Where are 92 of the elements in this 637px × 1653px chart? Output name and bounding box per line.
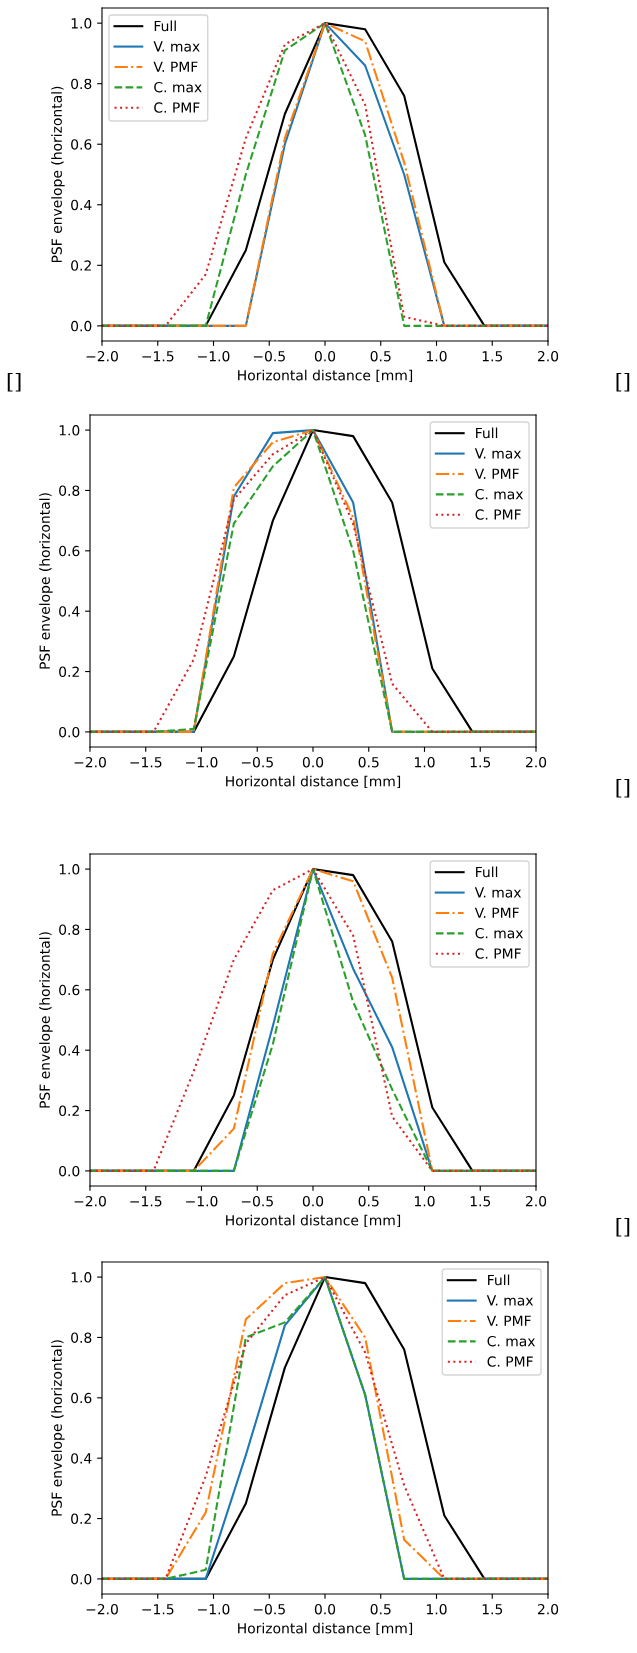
x-tick-label: −2.0: [74, 1195, 106, 1207]
y-axis-title: PSF envelope (horizontal): [51, 86, 65, 263]
legend-label: C. max: [487, 1335, 536, 1347]
y-tick-label: 0.4: [71, 199, 92, 211]
x-tick-label: 1.0: [414, 756, 435, 768]
legend-label: C. max: [475, 927, 524, 939]
x-tick-label: 2.0: [537, 1603, 559, 1615]
legend-label: Full: [476, 427, 498, 439]
legend-label: C. PMF: [154, 102, 200, 113]
legend-label: C. max: [475, 488, 524, 500]
y-tick-label: 0.0: [71, 320, 92, 332]
legend-label: C. PMF: [487, 1356, 533, 1367]
x-tick-label: 2.0: [525, 756, 547, 768]
legend-label: C. PMF: [475, 509, 521, 520]
x-tick-label: −2.0: [86, 350, 118, 362]
x-tick-label: 1.5: [470, 757, 491, 768]
y-tick-label: 0.8: [59, 924, 80, 935]
y-tick-label: 0.6: [71, 139, 92, 150]
x-tick-label: −1.5: [130, 1196, 162, 1207]
x-tick-label: 0.5: [358, 1195, 379, 1207]
x-tick-label: 1.0: [414, 1195, 435, 1207]
x-tick-label: −1.0: [186, 756, 218, 768]
y-tick-label: 0.0: [59, 1165, 80, 1177]
legend-label: V. PMF: [474, 907, 519, 918]
x-tick-label: −1.0: [186, 1195, 218, 1207]
x-tick-label: −0.5: [253, 1603, 285, 1615]
legend-label: V. PMF: [486, 1315, 531, 1326]
y-tick-label: 0.8: [71, 78, 92, 90]
y-tick-label: 0.0: [71, 1573, 92, 1585]
x-tick-label: −2.0: [74, 756, 106, 768]
y-tick-label: 1.0: [59, 425, 80, 436]
legend-label: V. max: [486, 1295, 534, 1306]
x-tick-label: −0.5: [253, 350, 285, 362]
y-tick-label: 1.0: [71, 1272, 92, 1283]
y-tick-label: 0.8: [71, 1332, 92, 1343]
text: []: [616, 372, 630, 392]
y-tick-label: 0.8: [59, 485, 80, 496]
legend-label: Full: [476, 866, 498, 878]
x-tick-label: −2.0: [86, 1603, 118, 1615]
x-tick-label: 1.5: [470, 1196, 491, 1207]
legend-label: V. max: [153, 41, 200, 52]
x-axis-title: Horizontal distance [mm]: [238, 1622, 413, 1636]
x-tick-label: 0.0: [302, 756, 324, 768]
y-tick-label: 1.0: [59, 864, 80, 875]
text: []: [616, 1217, 630, 1237]
x-tick-label: −0.5: [241, 1195, 273, 1207]
y-tick-label: 0.2: [71, 260, 91, 271]
text: []: [7, 372, 21, 392]
x-axis-title: Horizontal distance [mm]: [238, 369, 413, 383]
x-tick-label: −1.5: [142, 351, 174, 362]
x-tick-label: 1.0: [426, 350, 447, 362]
legend-label: Full: [488, 1274, 510, 1286]
y-tick-label: 1.0: [71, 18, 92, 29]
x-tick-label: 0.5: [370, 350, 391, 362]
legend-label: C. max: [154, 81, 202, 93]
y-axis-title: PSF envelope (horizontal): [39, 932, 53, 1108]
y-tick-label: 0.6: [59, 545, 80, 557]
legend-label: Full: [154, 20, 176, 32]
legend-label: V. max: [474, 887, 522, 898]
x-tick-label: 0.0: [302, 1195, 324, 1207]
x-axis-title: Horizontal distance [mm]: [226, 1214, 401, 1228]
y-tick-label: 0.4: [59, 1045, 80, 1056]
y-tick-label: 0.4: [71, 1453, 92, 1464]
y-tick-label: 0.2: [71, 1513, 91, 1525]
x-tick-label: 0.0: [314, 1603, 336, 1615]
x-tick-label: 0.5: [370, 1603, 391, 1615]
x-tick-label: 1.5: [482, 1604, 503, 1615]
y-axis-title: PSF envelope (horizontal): [39, 493, 53, 669]
x-tick-label: −1.0: [198, 1603, 230, 1615]
x-tick-label: 1.0: [426, 1603, 447, 1615]
x-tick-label: −0.5: [241, 756, 273, 768]
text: []: [616, 778, 630, 798]
legend-label: V. PMF: [474, 468, 519, 479]
y-tick-label: 0.2: [59, 666, 79, 678]
x-tick-label: 0.0: [314, 350, 336, 362]
x-tick-label: 2.0: [537, 350, 559, 362]
x-tick-label: −1.5: [130, 757, 162, 768]
legend-label: C. PMF: [475, 948, 521, 959]
y-tick-label: 0.2: [59, 1105, 79, 1117]
x-tick-label: −1.5: [142, 1604, 174, 1615]
legend-label: V. max: [474, 448, 522, 459]
y-tick-label: 0.0: [59, 726, 80, 738]
legend-label: V. PMF: [153, 61, 198, 72]
y-tick-label: 0.6: [59, 984, 80, 996]
y-tick-label: 0.4: [59, 606, 80, 617]
x-tick-label: −1.0: [198, 350, 230, 362]
x-tick-label: 1.5: [482, 351, 503, 362]
y-tick-label: 0.6: [71, 1392, 92, 1404]
x-axis-title: Horizontal distance [mm]: [226, 775, 401, 789]
y-axis-title: PSF envelope (horizontal): [51, 1340, 65, 1516]
x-tick-label: 2.0: [525, 1195, 547, 1207]
x-tick-label: 0.5: [358, 756, 379, 768]
